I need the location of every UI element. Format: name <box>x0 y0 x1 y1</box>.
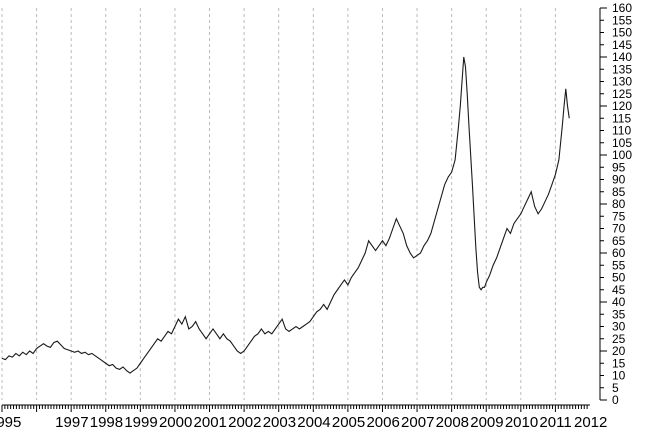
line-chart-container: 0 5 10 15 20 25 30 35 40 45 50 55 60 65 70 75 80 85 90 95 10… <box>0 0 650 438</box>
y-axis-label-40: 40 <box>612 295 626 309</box>
y-axis-label-125: 125 <box>612 87 632 101</box>
y-axis-label-5: 5 <box>612 381 619 395</box>
y-axis-label-20: 20 <box>612 344 626 358</box>
x-axis-label-2006: 2006 <box>366 414 399 431</box>
y-axis-label-150: 150 <box>612 26 632 40</box>
y-axis-group: 0510152025303540455055606570758085909510… <box>600 1 632 407</box>
x-axis-label-2008: 2008 <box>436 414 469 431</box>
x-axis-label-1998: 1998 <box>90 414 123 431</box>
y-axis-label-120: 120 <box>612 99 632 113</box>
y-axis-label-10: 10 <box>612 369 626 383</box>
y-axis-label-105: 105 <box>612 136 632 150</box>
y-axis-label-160: 160 <box>612 1 632 15</box>
y-axis-label-70: 70 <box>612 222 626 236</box>
x-axis-label-1999: 1999 <box>124 414 157 431</box>
x-axis-label-2011: 2011 <box>539 414 571 431</box>
y-axis-label-115: 115 <box>612 111 631 125</box>
y-axis-label-25: 25 <box>612 332 626 346</box>
y-axis-label-60: 60 <box>612 246 626 260</box>
y-axis-label-55: 55 <box>612 258 626 272</box>
y-axis-label-155: 155 <box>612 13 632 27</box>
y-axis-label-35: 35 <box>612 307 626 321</box>
y-axis-label-85: 85 <box>612 185 626 199</box>
y-axis-label-90: 90 <box>612 173 626 187</box>
x-axis-label-2009: 2009 <box>470 414 503 431</box>
y-axis-label-110: 110 <box>612 124 631 138</box>
y-axis-label-95: 95 <box>612 160 626 174</box>
chart-svg: 0510152025303540455055606570758085909510… <box>0 0 650 438</box>
x-axis-label-2000: 2000 <box>159 414 192 431</box>
x-axis-label-2005: 2005 <box>332 414 365 431</box>
y-axis-label-75: 75 <box>612 209 626 223</box>
x-axis-label-2002: 2002 <box>228 414 261 431</box>
y-axis-label-80: 80 <box>612 197 626 211</box>
x-axis-group: 1995 199719981999200020012002200320042005… <box>0 405 607 431</box>
x-axis-label-2007: 2007 <box>401 414 434 431</box>
x-axis-label-2010: 2010 <box>505 414 538 431</box>
data-line-series <box>2 57 569 373</box>
x-axis-label-2012: 2012 <box>574 414 607 431</box>
y-axis-label-145: 145 <box>612 38 632 52</box>
y-axis-label-45: 45 <box>612 283 626 297</box>
y-axis-label-15: 15 <box>612 356 626 370</box>
data-series-group <box>2 57 569 373</box>
y-axis-label-30: 30 <box>612 320 626 334</box>
y-axis-label-0: 0 <box>612 393 619 407</box>
y-axis-label-130: 130 <box>612 75 632 89</box>
x-axis-label-2001: 2001 <box>194 414 227 431</box>
gridlines-group <box>2 8 555 400</box>
x-axis-label-2004: 2004 <box>297 414 330 431</box>
y-axis-label-100: 100 <box>612 148 632 162</box>
y-axis-label-50: 50 <box>612 271 626 285</box>
x-axis-label-2003: 2003 <box>263 414 296 431</box>
y-axis-label-135: 135 <box>612 62 632 76</box>
x-axis-label-1995: 1995 <box>0 414 21 431</box>
y-axis-label-140: 140 <box>612 50 632 64</box>
y-axis-label-65: 65 <box>612 234 626 248</box>
x-axis-label-1997: 1997 <box>55 414 88 431</box>
